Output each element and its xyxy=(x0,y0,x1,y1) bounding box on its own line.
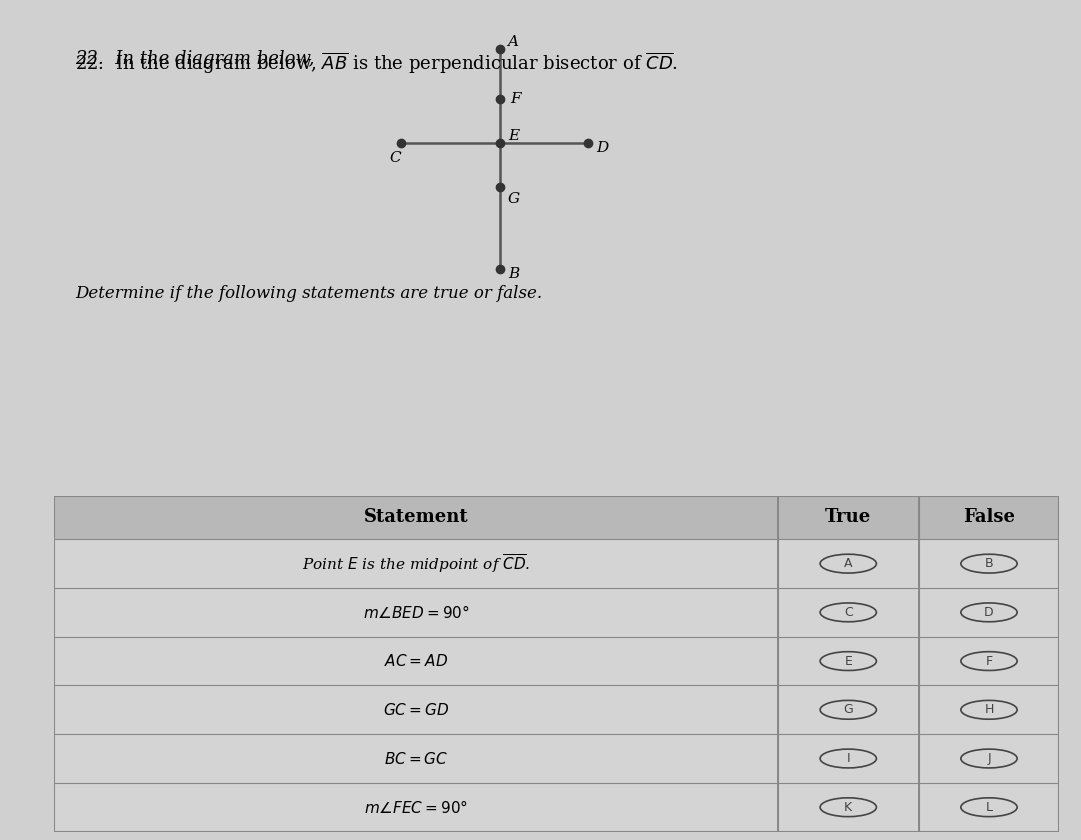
Text: H: H xyxy=(985,703,993,717)
Text: $m\angle BED = 90°$: $m\angle BED = 90°$ xyxy=(362,604,469,621)
Text: $GC = GD$: $GC = GD$ xyxy=(383,701,449,718)
Text: $AC = AD$: $AC = AD$ xyxy=(384,653,448,669)
Text: I: I xyxy=(846,752,850,765)
Bar xyxy=(54,734,1059,783)
Text: Determine if the following statements are true or false.: Determine if the following statements ar… xyxy=(75,286,543,302)
Bar xyxy=(54,637,1059,685)
Bar xyxy=(54,539,1059,588)
Text: E: E xyxy=(508,129,519,143)
Bar xyxy=(54,588,1059,637)
Text: Statement: Statement xyxy=(363,508,468,527)
Text: J: J xyxy=(987,752,991,765)
Bar xyxy=(54,783,1059,832)
Text: $m\angle FEC = 90°$: $m\angle FEC = 90°$ xyxy=(364,799,468,816)
Bar xyxy=(919,496,1059,832)
Text: A: A xyxy=(507,35,518,49)
Bar xyxy=(54,685,1059,734)
Text: D: D xyxy=(984,606,993,619)
Text: E: E xyxy=(844,654,852,668)
Text: Point $E$ is the midpoint of $\overline{CD}$.: Point $E$ is the midpoint of $\overline{… xyxy=(302,552,530,575)
FancyBboxPatch shape xyxy=(54,496,1059,539)
Text: K: K xyxy=(844,801,852,814)
Text: D: D xyxy=(596,141,609,155)
Text: F: F xyxy=(510,92,521,106)
Text: False: False xyxy=(963,508,1015,527)
Text: C: C xyxy=(389,150,401,165)
Text: 22.  In the diagram below,: 22. In the diagram below, xyxy=(75,50,320,68)
Bar xyxy=(778,496,919,832)
Text: G: G xyxy=(843,703,853,717)
Text: B: B xyxy=(508,267,519,281)
Text: 22.  In the diagram below, $\overline{AB}$ is the perpendicular bisector of $\ov: 22. In the diagram below, $\overline{AB}… xyxy=(75,50,678,76)
Text: $BC = GC$: $BC = GC$ xyxy=(384,750,449,767)
Text: C: C xyxy=(844,606,853,619)
Text: A: A xyxy=(844,557,853,570)
Text: B: B xyxy=(985,557,993,570)
Bar xyxy=(54,496,778,832)
Text: L: L xyxy=(986,801,992,814)
Text: True: True xyxy=(825,508,871,527)
Text: G: G xyxy=(508,192,520,206)
Text: F: F xyxy=(986,654,992,668)
